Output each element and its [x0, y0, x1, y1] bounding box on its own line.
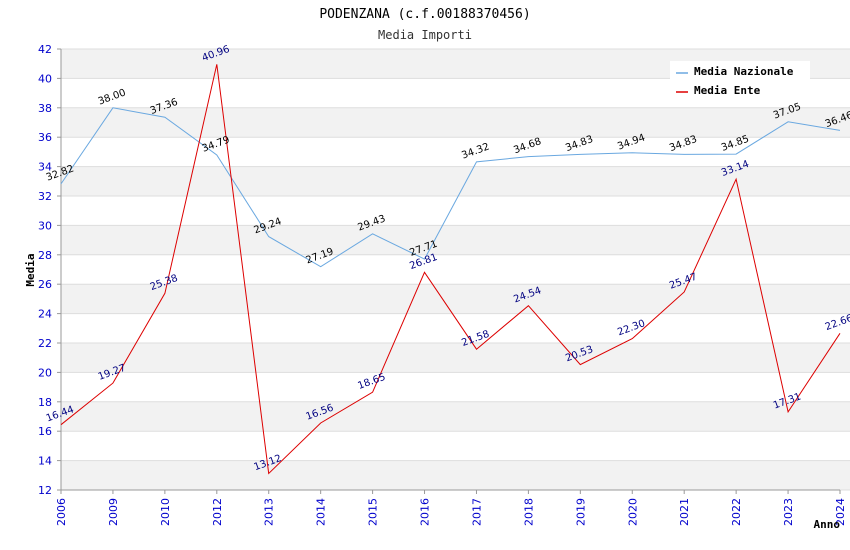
y-tick-label: 22 [38, 337, 52, 350]
data-label-nazionale: 34.68 [512, 136, 543, 156]
y-tick-labels: 12 14 16 18 20 22 24 26 28 30 32 34 36 38 40 42 [38, 43, 52, 497]
y-tick-label: 42 [38, 43, 52, 56]
x-tick-label: 2009 [107, 498, 120, 526]
x-tick-label: 2017 [470, 498, 483, 526]
series-line-nazionale [60, 107, 841, 268]
y-tick-label: 32 [38, 190, 52, 203]
x-tick-label: 2018 [522, 498, 535, 526]
y-tick-label: 20 [38, 366, 52, 379]
y-tick-label: 12 [38, 484, 52, 497]
chart-subtitle: Media Importi [378, 28, 472, 42]
legend-label-nazionale: Media Nazionale [694, 65, 794, 78]
y-tick-label: 40 [38, 72, 52, 85]
grid-bands [61, 49, 850, 490]
data-label-nazionale: 34.32 [460, 141, 491, 161]
y-axis-label: Media [24, 253, 37, 286]
data-label-ente: 18.65 [356, 372, 387, 392]
data-label-nazionale: 38.00 [97, 87, 128, 107]
series-lines [60, 64, 841, 475]
x-tick-label: 2012 [211, 498, 224, 526]
y-tick-label: 18 [38, 396, 52, 409]
grid-band [61, 460, 850, 490]
x-tick-label: 2015 [367, 498, 380, 526]
y-tick-label: 34 [38, 161, 52, 174]
x-tick-label: 2024 [834, 498, 847, 526]
x-tick-label: 2016 [419, 498, 432, 526]
x-tick-label: 2021 [678, 498, 691, 526]
grid-lines [61, 48, 850, 491]
y-tick-label: 36 [38, 131, 52, 144]
grid-band [61, 401, 850, 432]
y-tick-label: 24 [38, 308, 52, 321]
data-label-ente: 22.30 [616, 318, 647, 338]
x-tick-label: 2022 [730, 498, 743, 526]
y-tick-label: 38 [38, 102, 52, 115]
x-tick-label: 2006 [55, 498, 68, 526]
data-label-ente: 22.66 [824, 313, 850, 333]
grid-band [61, 284, 850, 314]
x-axis-label: Anno [814, 518, 841, 531]
y-tick-label: 26 [38, 278, 52, 291]
series-line-ente [60, 64, 841, 475]
x-tick-label: 2020 [626, 498, 639, 526]
x-tick-label: 2010 [159, 498, 172, 526]
grid-band [61, 343, 850, 373]
legend-label-ente: Media Ente [694, 84, 761, 97]
grid-band [61, 107, 850, 138]
x-tick-label: 2023 [782, 498, 795, 526]
x-tick-label: 2019 [574, 498, 587, 526]
chart-title: PODENZANA (c.f.00188370456) [319, 7, 530, 22]
y-tick-label: 16 [38, 425, 52, 438]
y-tick-label: 14 [38, 455, 52, 468]
y-tick-label: 28 [38, 249, 52, 262]
axes [57, 48, 841, 494]
grid-band [61, 225, 850, 255]
y-tick-label: 30 [38, 219, 52, 232]
x-tick-label: 2013 [263, 498, 276, 526]
x-tick-labels: 2006 2009 2010 2012 2013 2014 2015 2016 2017 2018… [55, 498, 847, 526]
legend-box [670, 61, 810, 101]
legend: Media Nazionale Media Ente [670, 61, 810, 101]
x-tick-label: 2014 [315, 498, 328, 526]
